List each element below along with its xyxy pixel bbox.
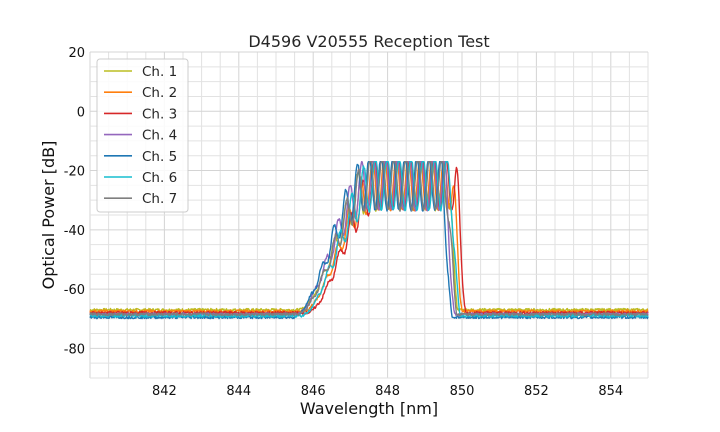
legend-label: Ch. 2 bbox=[142, 85, 177, 101]
series-lines bbox=[89, 160, 649, 320]
tick-labels: 842 844 846 848 850 852 854 20 0 -20 -40 -60 -80 bbox=[64, 46, 623, 399]
y-tick-label: -60 bbox=[64, 283, 85, 298]
x-axis-label: Wavelength [nm] bbox=[300, 399, 438, 418]
y-tick-label: 20 bbox=[68, 46, 85, 61]
y-tick-label: -80 bbox=[64, 342, 85, 357]
chart-title: D4596 V20555 Reception Test bbox=[248, 32, 489, 51]
series-line-7 bbox=[89, 160, 649, 317]
y-tick-label: -40 bbox=[64, 224, 85, 239]
y-tick-label: -20 bbox=[64, 165, 85, 180]
x-tick-label: 854 bbox=[598, 384, 623, 399]
legend-box bbox=[96, 58, 189, 213]
legend-label: Ch. 3 bbox=[142, 106, 177, 122]
x-tick-label: 848 bbox=[375, 384, 400, 399]
legend-label: Ch. 1 bbox=[142, 64, 177, 80]
legend-label: Ch. 4 bbox=[142, 128, 177, 144]
x-tick-label: 846 bbox=[301, 384, 326, 399]
legend-label: Ch. 5 bbox=[142, 149, 177, 165]
y-axis-label: Optical Power [dB] bbox=[39, 141, 58, 290]
legend-label: Ch. 6 bbox=[142, 170, 177, 186]
legend: Ch. 1 Ch. 2 Ch. 3 Ch. 4 Ch. 5 Ch. 6 Ch. 7 bbox=[96, 58, 189, 213]
y-tick-label: 0 bbox=[77, 105, 85, 120]
x-tick-label: 852 bbox=[524, 384, 549, 399]
x-tick-label: 850 bbox=[450, 384, 475, 399]
legend-label: Ch. 7 bbox=[142, 191, 177, 207]
series-line-3 bbox=[89, 160, 649, 315]
x-tick-label: 842 bbox=[152, 384, 177, 399]
x-tick-label: 844 bbox=[226, 384, 251, 399]
